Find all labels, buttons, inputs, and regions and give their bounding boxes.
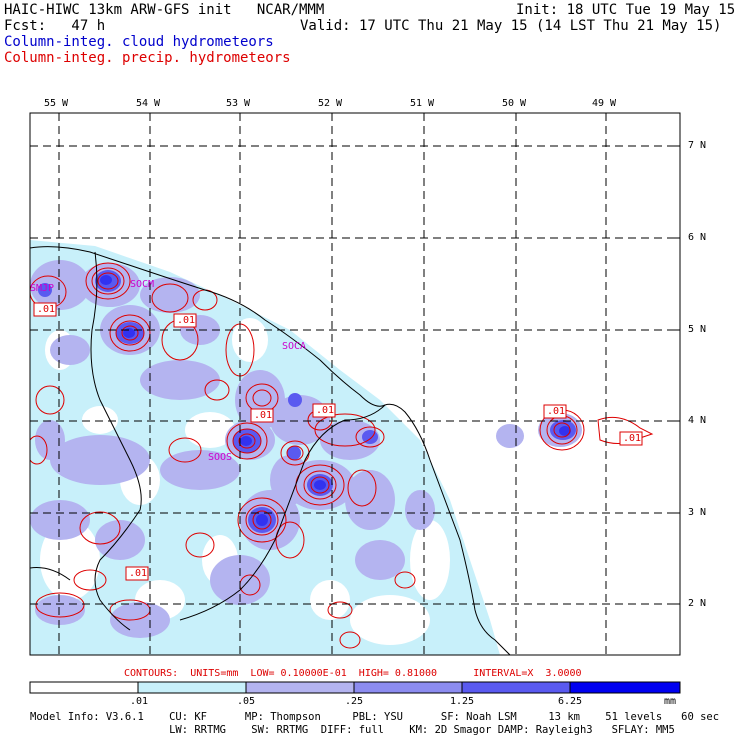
station-label-smjp: SMJP xyxy=(30,283,55,294)
lon-label: 50 W xyxy=(502,98,527,109)
contour-label-boxes xyxy=(33,302,643,581)
border-south xyxy=(30,567,71,581)
lon-label: 49 W xyxy=(592,98,617,109)
model-info-line2: LW: RRTMG SW: RRTMG DIFF: full KM: 2D Sm… xyxy=(30,724,675,736)
forecast-hour: Fcst: 47 h xyxy=(4,18,106,34)
coastline xyxy=(30,246,511,655)
lat-label: 4 N xyxy=(688,415,707,426)
contour-label: .01 xyxy=(623,433,642,444)
contour-label: .01 xyxy=(177,315,196,326)
lon-label: 54 W xyxy=(136,98,161,109)
valid-time: Valid: 17 UTC Thu 21 May 15 (14 LST Thu … xyxy=(300,18,722,34)
legend-precip-hydrometeors: Column-integ. precip. hydrometeors xyxy=(4,50,291,66)
border-west xyxy=(90,251,142,631)
lon-label: 52 W xyxy=(318,98,343,109)
colorbar-tick: 6.25 xyxy=(558,696,583,707)
border-east xyxy=(179,404,386,621)
contour-label: .01 xyxy=(254,410,273,421)
lat-label: 6 N xyxy=(688,232,707,243)
lat-label: 2 N xyxy=(688,598,707,609)
lat-label: 7 N xyxy=(688,140,707,151)
station-label-soca: SOCA xyxy=(282,341,307,352)
lat-label: 3 N xyxy=(688,507,707,518)
legend-cloud-hydrometeors: Column-integ. cloud hydrometeors xyxy=(4,34,274,50)
colorbar-tick: 1.25 xyxy=(450,696,475,707)
init-time: Init: 18 UTC Tue 19 May 15 xyxy=(516,2,736,18)
contour-info: CONTOURS: UNITS=mm LOW= 0.10000E-01 HIGH… xyxy=(124,668,582,679)
contour-label: .01 xyxy=(547,406,566,417)
contour-label: .01 xyxy=(316,405,335,416)
lon-label: 53 W xyxy=(226,98,251,109)
precip-contours xyxy=(30,262,654,649)
colorbar-units: mm xyxy=(664,696,677,707)
contour-label: .01 xyxy=(37,304,56,315)
frame-ticks xyxy=(58,113,680,605)
cloud-field-core xyxy=(100,275,571,526)
lat-label: 5 N xyxy=(688,324,707,335)
field-layer xyxy=(30,240,654,655)
station-label-socm: SOCM xyxy=(130,279,155,290)
contour-label: .01 xyxy=(129,568,148,579)
model-info-line1: Model Info: V3.6.1 CU: KF MP: Thompson P… xyxy=(30,711,720,723)
lon-label: 51 W xyxy=(410,98,435,109)
station-label-soos: SOOS xyxy=(208,452,233,463)
colorbar xyxy=(29,681,681,694)
colorbar-tick: .05 xyxy=(237,696,256,707)
colorbar-tick: .01 xyxy=(130,696,149,707)
lon-label: 55 W xyxy=(44,98,69,109)
map-frame xyxy=(29,112,681,656)
plot-title: HAIC-HIWC 13km ARW-GFS init NCAR/MMM xyxy=(4,2,325,18)
colorbar-tick: .25 xyxy=(345,696,364,707)
